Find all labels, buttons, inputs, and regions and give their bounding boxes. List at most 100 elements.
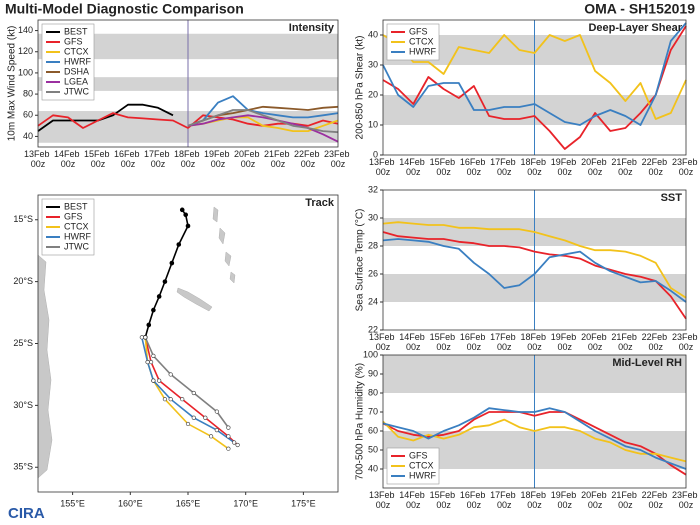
series-line — [187, 114, 339, 143]
land — [37, 254, 53, 479]
legend-label: CTCX — [409, 36, 434, 46]
panel-title: SST — [661, 192, 683, 204]
y-tick-label: 30 — [368, 212, 378, 222]
x-tick-label: 16Feb 00z — [460, 490, 488, 510]
track-point — [203, 415, 208, 420]
track-point — [235, 442, 240, 448]
x-tick-label: 15Feb 00z — [430, 332, 458, 352]
y-tick-label: 0 — [373, 149, 378, 159]
series-line — [382, 221, 687, 299]
legend-label: CTCX — [64, 221, 89, 231]
series-line — [382, 407, 687, 470]
y-tick-label: 15°S — [13, 214, 33, 224]
legend-label: DSHA — [64, 66, 89, 76]
track-point — [169, 260, 175, 266]
x-tick-label: 22Feb 00z — [642, 332, 670, 352]
track-point — [176, 242, 182, 247]
panel-title: Mid-Level RH — [612, 357, 682, 369]
land — [218, 227, 226, 245]
x-tick-label: 21Feb 00z — [611, 157, 639, 177]
x-tick-label: 15Feb 00z — [84, 149, 112, 169]
panel-title: Intensity — [289, 22, 335, 34]
legend-label: BEST — [64, 201, 88, 211]
x-tick-label: 16Feb 00z — [460, 332, 488, 352]
x-tick-label: 23Feb 00z — [324, 149, 352, 169]
y-tick-label: 100 — [363, 349, 378, 359]
x-tick-label: 20Feb 00z — [581, 490, 609, 510]
x-tick-label: 15Feb 00z — [430, 490, 458, 510]
x-tick-label: 23Feb 00z — [672, 490, 700, 510]
x-tick-label: 20Feb 00z — [234, 149, 262, 169]
y-tick-label: 20 — [368, 89, 378, 99]
plot-border — [37, 194, 339, 493]
legend-label: BEST — [64, 26, 88, 36]
y-tick-label: 26 — [368, 268, 378, 278]
plot-border — [37, 19, 339, 148]
x-tick-label: 18Feb 00z — [520, 157, 548, 177]
y-axis-title: 10m Max Wind Speed (kt) — [7, 26, 18, 142]
y-tick-label: 20°S — [13, 276, 33, 286]
panel-title: Deep-Layer Shear — [588, 22, 682, 34]
x-tick-label: 21Feb 00z — [264, 149, 292, 169]
x-tick-label: 18Feb 00z — [174, 149, 202, 169]
y-tick-label: 10 — [368, 119, 378, 129]
track-point — [185, 421, 191, 427]
track-point — [145, 359, 150, 365]
x-tick-label: 19Feb 00z — [551, 332, 579, 352]
y-axis-title: Sea Surface Temp (°C) — [355, 209, 366, 312]
x-tick-label: 13Feb 00z — [369, 157, 397, 177]
x-tick-label: 170°E — [233, 498, 258, 508]
track-point — [157, 378, 162, 383]
y-tick-label: 90 — [368, 368, 378, 378]
legend-label: CTCX — [64, 46, 89, 56]
legend-label: JTWC — [64, 86, 89, 96]
x-tick-label: 14Feb 00z — [54, 149, 82, 169]
plot-border — [382, 354, 687, 489]
track-point — [214, 409, 219, 414]
legend-label: GFS — [409, 26, 428, 36]
y-tick-label: 140 — [18, 25, 33, 35]
y-tick-label: 100 — [18, 67, 33, 77]
x-tick-label: 17Feb 00z — [490, 332, 518, 352]
legend-label: GFS — [64, 36, 83, 46]
storm-id: OMA - SH152019 — [584, 1, 695, 17]
track-point — [156, 294, 162, 299]
track-point — [151, 353, 156, 358]
x-tick-label: 165°E — [176, 498, 201, 508]
y-axis-title: 700-500 hPa Humidity (%) — [355, 363, 366, 480]
track-point — [191, 390, 196, 396]
figure-title: Multi-Model Diagnostic Comparison — [5, 1, 244, 17]
y-tick-label: 40 — [368, 463, 378, 473]
track-point — [148, 359, 154, 365]
x-tick-label: 22Feb 00z — [642, 157, 670, 177]
logo: CIRA — [8, 505, 45, 522]
x-tick-label: 21Feb 00z — [611, 490, 639, 510]
x-tick-label: 22Feb 00z — [294, 149, 322, 169]
x-tick-label: 19Feb 00z — [551, 157, 579, 177]
track-point — [183, 212, 188, 218]
track-point — [143, 335, 148, 340]
x-tick-label: 155°E — [60, 498, 85, 508]
track-point — [208, 434, 214, 439]
track-point — [168, 397, 173, 402]
track-point — [151, 378, 156, 383]
y-tick-label: 30°S — [13, 400, 33, 410]
series-line — [382, 231, 687, 320]
land — [176, 287, 213, 312]
land — [212, 206, 219, 223]
x-tick-label: 160°E — [118, 498, 143, 508]
track-point — [185, 223, 191, 229]
x-tick-label: 13Feb 00z — [369, 332, 397, 352]
track-line — [144, 336, 230, 429]
x-tick-label: 14Feb 00z — [399, 157, 427, 177]
track-point — [214, 428, 219, 433]
y-tick-label: 50 — [368, 444, 378, 454]
x-tick-label: 22Feb 00z — [642, 490, 670, 510]
track-point — [151, 307, 156, 313]
y-tick-label: 24 — [368, 296, 378, 306]
x-tick-label: 175°E — [291, 498, 316, 508]
legend-label: HWRF — [64, 231, 91, 241]
x-tick-label: 14Feb 00z — [399, 490, 427, 510]
series-line — [382, 238, 687, 303]
x-tick-label: 17Feb 00z — [490, 490, 518, 510]
